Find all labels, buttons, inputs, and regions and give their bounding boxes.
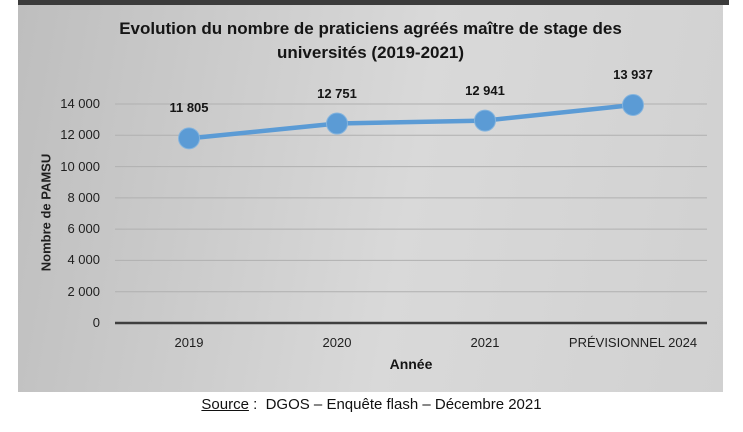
y-tick-label: 12 000 [60,127,100,143]
x-tick-label: PRÉVISIONNEL 2024 [568,335,698,350]
y-tick-label: 6 000 [67,221,100,237]
line-plot [115,93,707,325]
data-label: 12 751 [317,85,357,101]
data-label: 12 941 [465,82,505,98]
x-tick-label: 2020 [322,335,352,350]
data-label: 13 937 [613,66,653,82]
y-tick-label: 0 [92,315,100,330]
top-border [18,0,729,5]
y-tick-label: 10 000 [60,158,100,174]
source-caption: Source : DGOS – Enquête flash – Décembre… [0,396,743,413]
y-tick-label: 4 000 [67,252,100,268]
x-axis-title: Année [389,356,433,372]
chart-title: Evolution du nombre de praticiens agréés… [119,19,622,62]
y-tick-label: 2 000 [67,283,100,299]
x-tick-label: 2019 [174,335,204,350]
data-label: 11 805 [169,100,209,116]
y-tick-label: 14 000 [60,96,100,111]
source-label: Source [201,396,249,413]
y-tick-label: 8 000 [67,189,100,205]
chart-panel: Evolution du nombre de praticiens agréés… [18,5,723,392]
source-text: DGOS – Enquête flash – Décembre 2021 [265,396,542,413]
source-separator: : [248,396,266,413]
x-tick-label: 2021 [470,335,500,350]
